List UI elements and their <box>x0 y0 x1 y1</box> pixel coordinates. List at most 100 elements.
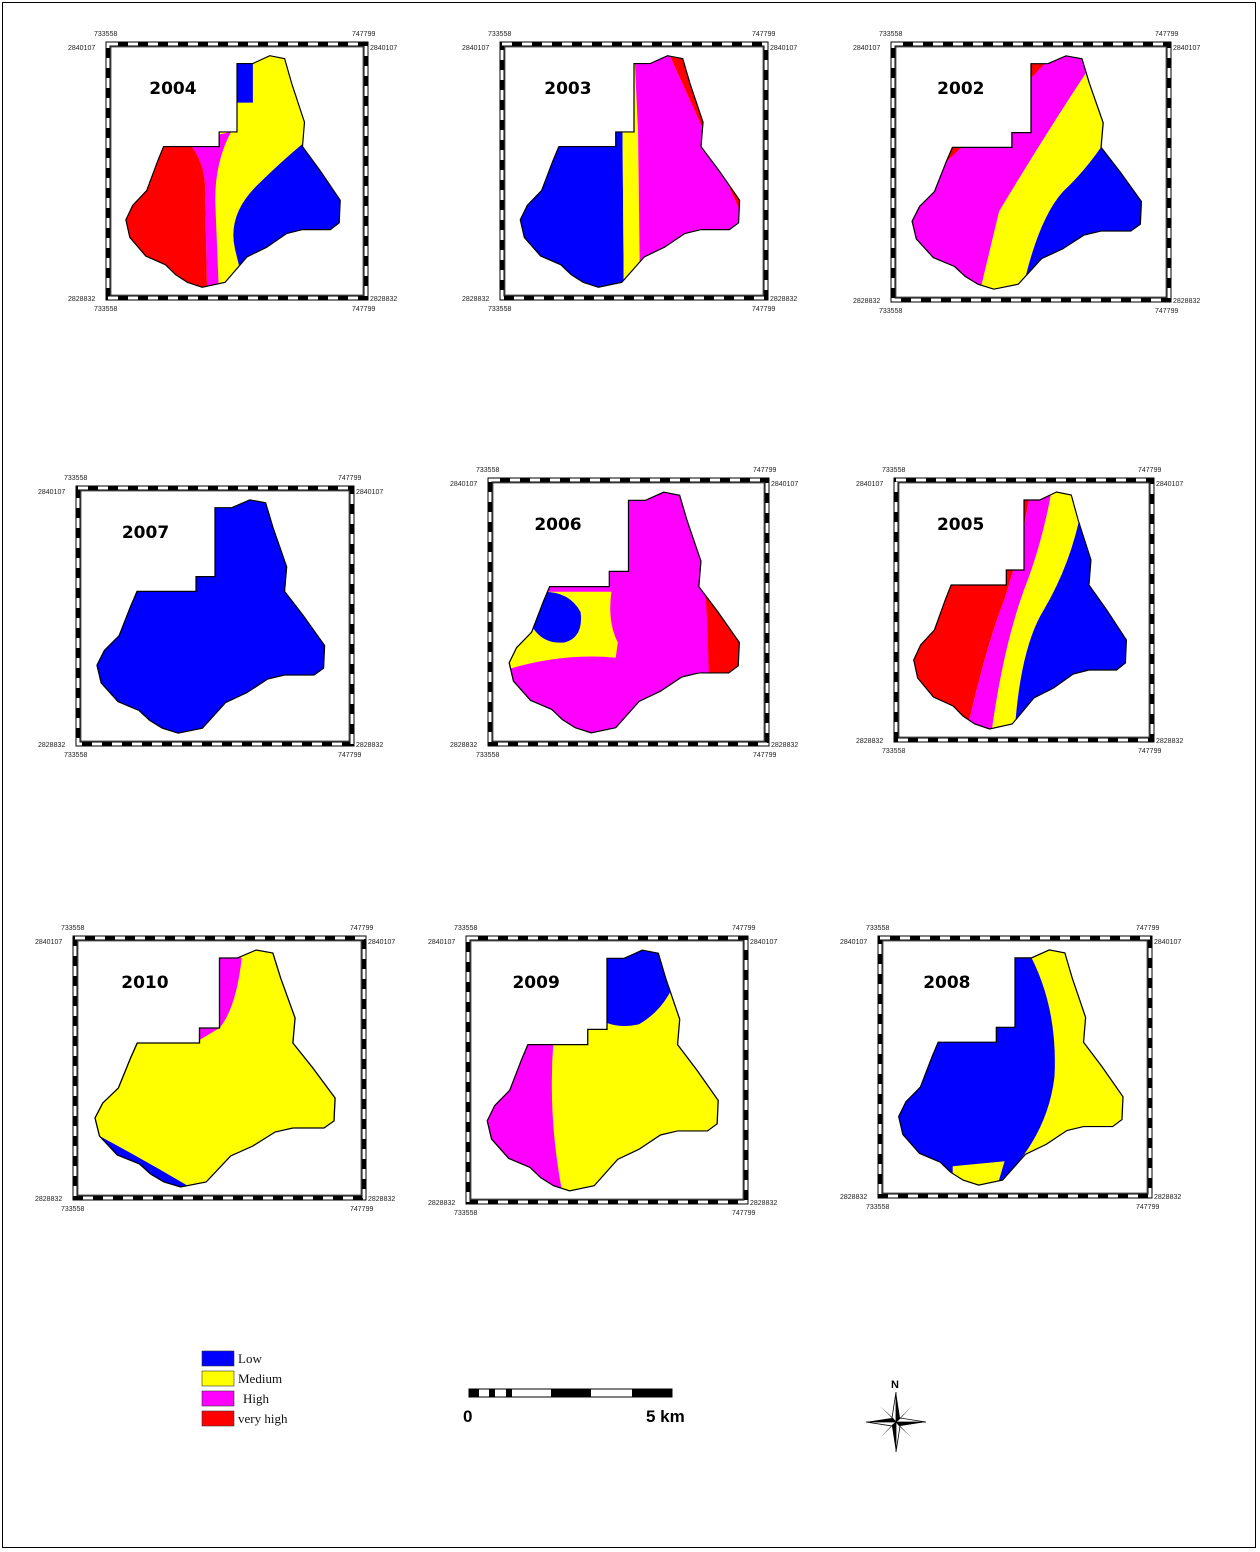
coordinate-label: 2840107 <box>1156 481 1183 488</box>
coordinate-label: 2840107 <box>840 939 867 946</box>
map-panel-2008: 2008 733558 747799 2840107 2840107 2828832 282… <box>840 925 1181 1211</box>
coordinate-label: 733558 <box>476 467 499 474</box>
coordinate-label: 733558 <box>488 31 511 38</box>
coordinate-label: 2840107 <box>370 45 397 52</box>
coordinate-label: 2840107 <box>770 45 797 52</box>
map-year-label: 2004 <box>149 79 196 99</box>
coordinate-label: 733558 <box>866 1204 889 1211</box>
map-panel-2009: 2009 733558 747799 2840107 2840107 2828832 282… <box>428 925 777 1217</box>
coordinate-label: 2840107 <box>368 939 395 946</box>
map-year-label: 2006 <box>534 515 581 535</box>
coordinate-label: 2840107 <box>853 45 880 52</box>
coordinate-label: 2828832 <box>428 1200 455 1207</box>
coordinate-label: 747799 <box>732 1210 755 1217</box>
coordinate-label: 2828832 <box>1154 1194 1181 1201</box>
coordinate-label: 747799 <box>1155 31 1178 38</box>
map-panel-2007: 2007 733558 747799 2840107 2840107 2828832 282… <box>38 475 383 759</box>
map-panel-2006: 2006 733558 747799 2840107 2840107 2828832 282… <box>450 467 798 759</box>
map-year-label: 2007 <box>122 523 169 543</box>
coordinate-label: 2828832 <box>38 742 65 749</box>
zone-low <box>587 950 682 1027</box>
coordinate-label: 747799 <box>753 467 776 474</box>
coordinate-label: 2828832 <box>356 742 383 749</box>
coordinate-label: 2840107 <box>856 481 883 488</box>
map-year-label: 2005 <box>937 515 984 535</box>
coordinate-label: 2840107 <box>35 939 62 946</box>
coordinate-label: 747799 <box>1138 748 1161 755</box>
coordinate-label: 2828832 <box>840 1194 867 1201</box>
north-arrow-icon: N <box>865 1379 927 1453</box>
legend-label-low: Low <box>238 1351 262 1366</box>
coordinate-label: 747799 <box>350 1206 373 1213</box>
legend-label-medium: Medium <box>238 1371 282 1386</box>
coordinate-label: 2828832 <box>370 296 397 303</box>
coordinate-label: 747799 <box>753 752 776 759</box>
coordinate-label: 747799 <box>338 752 361 759</box>
coordinate-label: 2828832 <box>68 296 95 303</box>
coordinate-label: 747799 <box>1138 467 1161 474</box>
coordinate-label: 733558 <box>64 752 87 759</box>
zone-medium <box>952 1161 1005 1186</box>
legend-label-high: High <box>243 1391 270 1406</box>
coordinate-label: 733558 <box>879 308 902 315</box>
scale-label-start: 0 <box>463 1407 472 1426</box>
map-panel-2005: 2005 733558 747799 2840107 2840107 2828832 282… <box>856 467 1183 755</box>
coordinate-label: 2828832 <box>770 296 797 303</box>
coordinate-label: 733558 <box>488 306 511 313</box>
zone-low <box>531 591 582 643</box>
coordinate-label: 747799 <box>732 925 755 932</box>
coordinate-label: 2840107 <box>68 45 95 52</box>
coordinate-label: 747799 <box>1155 308 1178 315</box>
legend-swatch-high <box>201 1390 235 1407</box>
coordinate-label: 2840107 <box>428 939 455 946</box>
coordinate-label: 2840107 <box>771 481 798 488</box>
coordinate-label: 2828832 <box>35 1196 62 1203</box>
coordinate-label: 733558 <box>882 467 905 474</box>
coordinate-label: 2840107 <box>450 481 477 488</box>
coordinate-label: 747799 <box>1136 925 1159 932</box>
map-year-label: 2002 <box>937 79 984 99</box>
coordinate-label: 747799 <box>352 31 375 38</box>
coordinate-label: 747799 <box>352 306 375 313</box>
coordinate-label: 2828832 <box>1156 738 1183 745</box>
coordinate-label: 733558 <box>882 748 905 755</box>
map-panel-2004: 2004 733558 747799 2840107 2840107 2828832 282… <box>68 31 397 313</box>
coordinate-label: 733558 <box>94 31 117 38</box>
coordinate-label: 733558 <box>61 1206 84 1213</box>
coordinate-label: 2828832 <box>1173 298 1200 305</box>
coordinate-label: 2840107 <box>462 45 489 52</box>
zone-high <box>964 492 1054 729</box>
zone-high <box>187 131 232 288</box>
coordinate-label: 747799 <box>752 31 775 38</box>
coordinate-label: 2840107 <box>750 939 777 946</box>
coordinate-label: 733558 <box>61 925 84 932</box>
coordinate-label: 2828832 <box>462 296 489 303</box>
map-year-label: 2009 <box>512 973 559 993</box>
coordinate-label: 2828832 <box>750 1200 777 1207</box>
legend-swatch-very-high <box>201 1410 235 1427</box>
zone-medium <box>990 492 1084 729</box>
coordinate-label: 733558 <box>64 475 87 482</box>
legend-swatch-medium <box>201 1370 235 1387</box>
coordinate-label: 733558 <box>94 306 117 313</box>
map-year-label: 2008 <box>923 973 970 993</box>
coordinate-label: 747799 <box>752 306 775 313</box>
map-panel-2010: 2010 733558 747799 2840107 2840107 2828832 282… <box>35 925 395 1213</box>
coordinate-label: 2828832 <box>856 738 883 745</box>
coordinate-label: 733558 <box>476 752 499 759</box>
map-year-label: 2010 <box>121 973 168 993</box>
coordinate-label: 2828832 <box>450 742 477 749</box>
coordinate-label: 733558 <box>454 925 477 932</box>
coordinate-label: 2828832 <box>771 742 798 749</box>
legend-label-very-high: very high <box>238 1411 288 1426</box>
coordinate-label: 2840107 <box>38 489 65 496</box>
map-year-label: 2003 <box>544 79 591 99</box>
coordinate-label: 747799 <box>350 925 373 932</box>
legend-swatch-low <box>201 1350 235 1367</box>
coordinate-label: 2840107 <box>356 489 383 496</box>
scale-bar: 0 5 km <box>463 1388 685 1426</box>
map-panel-2003: 2003 733558 747799 2840107 2840107 2828832 282… <box>462 31 797 313</box>
coordinate-label: 2828832 <box>368 1196 395 1203</box>
coordinate-label: 733558 <box>866 925 889 932</box>
coordinate-label: 2840107 <box>1173 45 1200 52</box>
